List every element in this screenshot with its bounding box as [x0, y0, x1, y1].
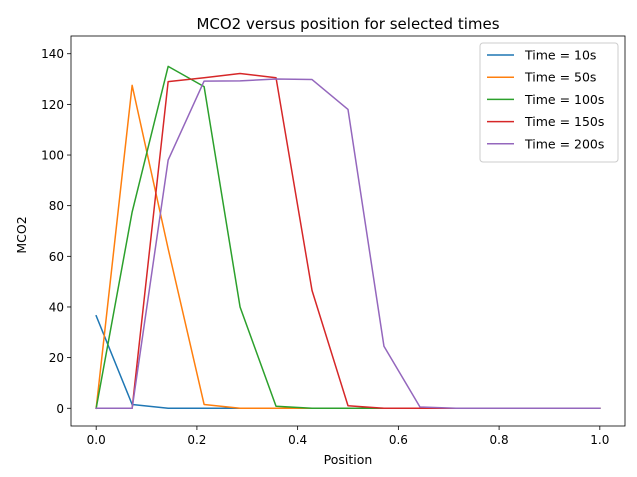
legend-entry-label: Time = 10s	[524, 48, 596, 63]
x-tick-label: 0.8	[490, 433, 509, 447]
y-tick-label: 140	[41, 47, 64, 61]
x-tick-label: 0.4	[288, 433, 307, 447]
y-tick-label: 100	[41, 149, 64, 163]
legend-entry-label: Time = 200s	[524, 136, 604, 151]
x-axis-ticks: 0.0 0.2 0.4 0.6 0.8 1.0	[87, 426, 609, 447]
y-tick-label: 40	[49, 300, 64, 314]
legend-entry-label: Time = 50s	[524, 70, 596, 85]
x-tick-label: 0.6	[389, 433, 408, 447]
legend-entry-label: Time = 100s	[524, 92, 604, 107]
series-layer	[95, 65, 601, 410]
y-tick-label: 60	[49, 250, 64, 264]
x-tick-label: 0.2	[187, 433, 206, 447]
y-tick-label: 20	[49, 351, 64, 365]
series-line-5	[95, 78, 601, 410]
legend: Time = 10s Time = 50s Time = 100s Time = 15…	[479, 42, 619, 163]
legend-entry-label: Time = 150s	[524, 114, 604, 129]
y-tick-label: 120	[41, 98, 64, 112]
y-axis-ticks: 0 20 40 60 80 100 120 140	[41, 47, 71, 416]
x-tick-label: 1.0	[590, 433, 609, 447]
y-axis-label: MCO2	[14, 216, 29, 253]
chart-title: MCO2 versus position for selected times	[196, 15, 499, 33]
axes-frame	[70, 35, 626, 427]
y-tick-label: 0	[56, 402, 64, 416]
y-tick-label: 80	[49, 199, 64, 213]
x-axis-label: Position	[324, 452, 373, 467]
legend-box	[479, 42, 619, 163]
x-tick-label: 0.0	[87, 433, 106, 447]
